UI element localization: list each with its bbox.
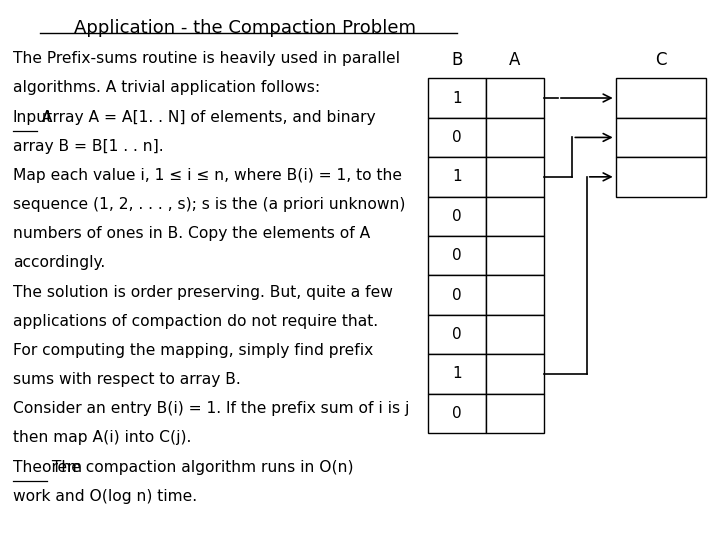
Bar bbox=[486, 197, 544, 236]
Bar bbox=[486, 354, 544, 394]
Text: The solution is order preserving. But, quite a few: The solution is order preserving. But, q… bbox=[13, 285, 393, 300]
Bar bbox=[428, 78, 486, 118]
Text: Application - the Compaction Problem: Application - the Compaction Problem bbox=[74, 19, 416, 37]
Bar bbox=[616, 118, 706, 157]
Bar bbox=[616, 78, 706, 118]
Bar bbox=[428, 157, 486, 197]
Text: array B = B[1 . . n].: array B = B[1 . . n]. bbox=[13, 139, 163, 154]
Text: 0: 0 bbox=[452, 406, 462, 421]
Bar bbox=[486, 275, 544, 315]
Bar bbox=[428, 275, 486, 315]
Text: then map A(i) into C(j).: then map A(i) into C(j). bbox=[13, 430, 192, 445]
Text: For computing the mapping, simply find prefix: For computing the mapping, simply find p… bbox=[13, 343, 373, 358]
Text: 0: 0 bbox=[452, 248, 462, 263]
Bar bbox=[616, 157, 706, 197]
Bar bbox=[486, 315, 544, 354]
Bar bbox=[486, 394, 544, 433]
Text: algorithms. A trivial application follows:: algorithms. A trivial application follow… bbox=[13, 80, 320, 96]
Bar bbox=[486, 236, 544, 275]
Text: 1: 1 bbox=[452, 170, 462, 184]
Text: accordingly.: accordingly. bbox=[13, 255, 105, 271]
Text: Theorem: Theorem bbox=[13, 460, 82, 475]
Text: 1: 1 bbox=[452, 367, 462, 381]
Text: applications of compaction do not require that.: applications of compaction do not requir… bbox=[13, 314, 378, 329]
Text: A: A bbox=[509, 51, 521, 69]
Text: numbers of ones in B. Copy the elements of A: numbers of ones in B. Copy the elements … bbox=[13, 226, 370, 241]
Text: 0: 0 bbox=[452, 288, 462, 302]
Bar bbox=[428, 315, 486, 354]
Bar bbox=[428, 354, 486, 394]
Text: work and O(log n) time.: work and O(log n) time. bbox=[13, 489, 197, 504]
Text: 0: 0 bbox=[452, 209, 462, 224]
Text: Consider an entry B(i) = 1. If the prefix sum of i is j: Consider an entry B(i) = 1. If the prefi… bbox=[13, 401, 410, 416]
Text: sequence (1, 2, . . . , s); s is the (a priori unknown): sequence (1, 2, . . . , s); s is the (a … bbox=[13, 197, 405, 212]
Text: 0: 0 bbox=[452, 130, 462, 145]
Text: B: B bbox=[451, 51, 463, 69]
Bar bbox=[428, 118, 486, 157]
Text: Input: Input bbox=[13, 110, 53, 125]
Text: 1: 1 bbox=[452, 91, 462, 105]
Bar bbox=[486, 118, 544, 157]
Bar bbox=[428, 394, 486, 433]
Text: Map each value i, 1 ≤ i ≤ n, where B(i) = 1, to the: Map each value i, 1 ≤ i ≤ n, where B(i) … bbox=[13, 168, 402, 183]
Bar bbox=[486, 78, 544, 118]
Text: C: C bbox=[655, 51, 666, 69]
Bar bbox=[486, 157, 544, 197]
Text: The Prefix-sums routine is heavily used in parallel: The Prefix-sums routine is heavily used … bbox=[13, 51, 400, 66]
Text: sums with respect to array B.: sums with respect to array B. bbox=[13, 372, 240, 387]
Bar bbox=[428, 236, 486, 275]
Text: Array A = A[1. . N] of elements, and binary: Array A = A[1. . N] of elements, and bin… bbox=[37, 110, 376, 125]
Bar bbox=[428, 197, 486, 236]
Text: The compaction algorithm runs in O(n): The compaction algorithm runs in O(n) bbox=[48, 460, 354, 475]
Text: 0: 0 bbox=[452, 327, 462, 342]
